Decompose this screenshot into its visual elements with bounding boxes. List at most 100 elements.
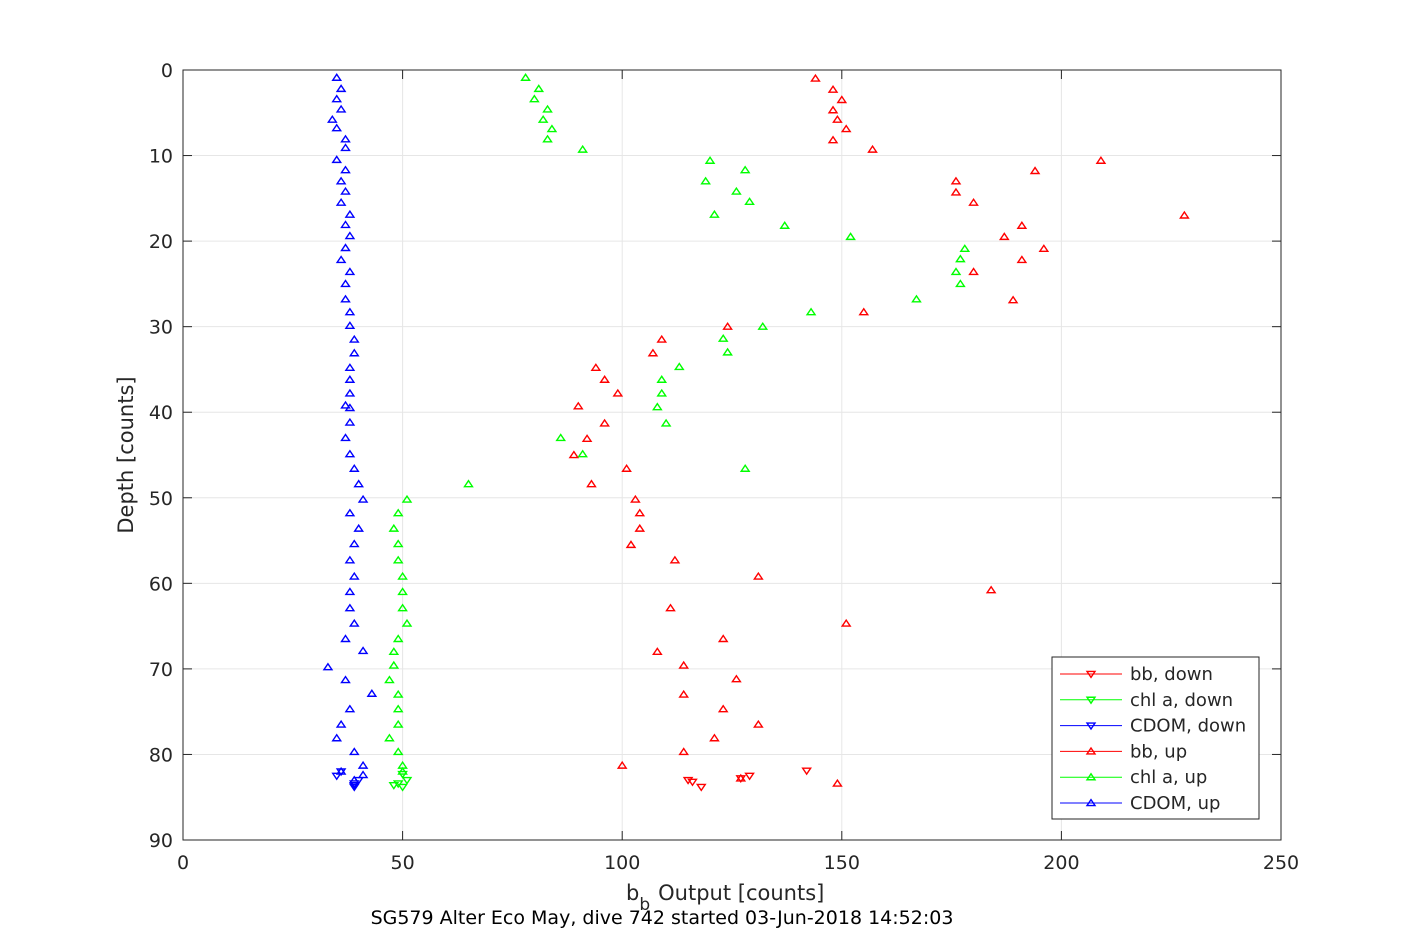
data-point xyxy=(401,618,413,627)
data-point xyxy=(344,375,356,383)
series-cdom-up xyxy=(322,73,378,784)
data-point xyxy=(735,773,747,782)
data-point xyxy=(340,294,351,303)
data-point xyxy=(634,508,646,517)
data-point xyxy=(335,104,347,113)
data-point xyxy=(327,114,338,123)
data-point xyxy=(985,585,997,594)
data-point xyxy=(810,73,821,82)
data-point xyxy=(911,294,922,303)
data-point xyxy=(340,675,351,684)
data-point xyxy=(757,322,769,330)
legend: bb, down chl a, down CDOM, down bb, up chl a… xyxy=(1051,656,1260,820)
x-axis-ticks: 0 50 100 150 200 250 xyxy=(177,70,1299,874)
data-point xyxy=(392,539,404,548)
x-tick-label: 100 xyxy=(604,852,640,874)
data-point xyxy=(840,124,852,133)
x-axis-label-subscript: b xyxy=(639,895,650,915)
data-point xyxy=(344,403,356,412)
data-point xyxy=(392,747,404,756)
data-point xyxy=(463,479,474,488)
legend-box xyxy=(1051,656,1260,820)
y-tick-label: 30 xyxy=(149,317,173,339)
data-point xyxy=(344,321,356,330)
data-point xyxy=(630,494,641,503)
data-point xyxy=(397,587,408,596)
data-point xyxy=(331,73,343,81)
data-point xyxy=(753,719,764,728)
data-point xyxy=(717,333,729,342)
data-point xyxy=(968,197,979,206)
data-point xyxy=(634,523,646,532)
x-tick-label: 0 xyxy=(177,852,189,874)
data-point xyxy=(744,197,755,206)
data-point xyxy=(950,267,962,276)
data-point xyxy=(335,197,347,206)
data-point xyxy=(331,123,343,132)
x-tick-label: 150 xyxy=(824,852,860,874)
data-point xyxy=(542,104,553,113)
data-point xyxy=(858,307,870,316)
data-point xyxy=(529,94,540,103)
data-point xyxy=(344,449,356,458)
data-point xyxy=(344,587,356,596)
data-point xyxy=(717,634,729,643)
data-point xyxy=(331,94,343,103)
data-point xyxy=(660,418,672,427)
legend-marker xyxy=(1085,696,1097,705)
data-point xyxy=(647,348,659,357)
y-tick-label: 40 xyxy=(149,402,173,424)
data-point xyxy=(344,417,356,426)
data-point xyxy=(827,105,839,114)
data-point xyxy=(392,704,404,713)
data-point xyxy=(656,334,668,343)
data-point xyxy=(700,176,711,185)
data-point xyxy=(397,783,408,792)
data-point xyxy=(340,634,351,643)
legend-entry-label: CDOM, up xyxy=(1130,793,1220,814)
data-point xyxy=(340,279,351,288)
data-point xyxy=(704,156,716,164)
data-point xyxy=(397,603,408,612)
legend-entry-label: CDOM, down xyxy=(1130,716,1246,737)
data-point xyxy=(388,523,400,532)
data-point xyxy=(344,231,356,240)
data-point xyxy=(779,221,791,229)
grid-lines xyxy=(182,69,1282,841)
data-point xyxy=(739,165,751,174)
legend-marker xyxy=(1085,746,1097,755)
data-point xyxy=(652,647,663,656)
plot-frame xyxy=(182,69,1282,841)
data-point xyxy=(832,778,843,787)
data-point xyxy=(669,555,681,564)
y-tick-label: 60 xyxy=(149,573,173,595)
data-point xyxy=(357,494,369,503)
data-point xyxy=(520,73,531,81)
data-point xyxy=(652,402,663,411)
data-point xyxy=(348,571,360,580)
data-point xyxy=(340,243,351,252)
data-point xyxy=(357,770,369,779)
data-point xyxy=(353,479,364,488)
y-axis-label: Depth [counts] xyxy=(114,376,138,533)
data-point xyxy=(555,433,567,442)
data-point xyxy=(1179,210,1190,219)
data-point xyxy=(348,775,360,784)
y-tick-label: 80 xyxy=(149,744,173,766)
data-point xyxy=(572,401,584,410)
data-point xyxy=(625,540,637,549)
y-tick-label: 0 xyxy=(161,60,173,82)
data-point xyxy=(621,464,632,472)
data-point xyxy=(840,618,852,627)
data-point xyxy=(590,363,602,371)
x-tick-label: 250 xyxy=(1263,852,1299,874)
data-point xyxy=(344,508,356,517)
data-point xyxy=(340,433,351,442)
data-point xyxy=(392,634,404,643)
data-point xyxy=(344,603,356,612)
data-point xyxy=(673,362,685,371)
data-point xyxy=(401,494,413,503)
data-point xyxy=(678,747,690,756)
